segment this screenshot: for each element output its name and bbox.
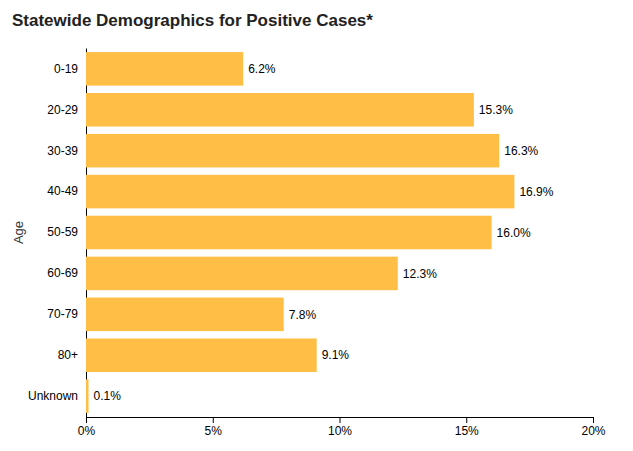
data-label: 7.8% xyxy=(289,308,317,322)
data-labels: 6.2% 15.3% 16.3% 16.9% 16.0% 12.3% 7.8% 9.1% 0.1… xyxy=(94,62,554,403)
y-tick: 60-69 xyxy=(47,266,78,280)
bars xyxy=(86,52,514,413)
y-tick-label: 70-79 xyxy=(47,307,78,321)
y-tick: 30-39 xyxy=(47,144,78,158)
x-tick: 15% xyxy=(455,417,479,438)
y-axis: 0-19 20-29 30-39 40-49 50-59 60-69 70-79 80+ Unk… xyxy=(28,49,87,418)
y-tick: 50-59 xyxy=(47,225,78,239)
bar xyxy=(86,93,474,127)
bar xyxy=(86,338,317,372)
x-tick: 5% xyxy=(205,417,223,438)
y-tick: 70-79 xyxy=(47,307,78,321)
y-tick: 20-29 xyxy=(47,103,78,117)
bar xyxy=(86,379,89,413)
y-tick: 80+ xyxy=(58,348,78,362)
x-tick-label: 5% xyxy=(205,424,223,438)
y-tick-label: 80+ xyxy=(58,348,78,362)
x-tick-mark xyxy=(86,417,87,423)
y-tick-label: 30-39 xyxy=(47,144,78,158)
x-tick-mark xyxy=(593,417,594,423)
y-tick-label: 0-19 xyxy=(54,62,78,76)
data-label: 15.3% xyxy=(479,103,513,117)
x-tick-mark xyxy=(213,417,214,423)
data-label: 16.3% xyxy=(504,144,538,158)
data-label: 12.3% xyxy=(403,267,437,281)
x-tick-label: 20% xyxy=(581,424,605,438)
y-tick-label: 20-29 xyxy=(47,103,78,117)
x-tick-mark xyxy=(466,417,467,423)
bar xyxy=(86,52,243,86)
data-label: 16.0% xyxy=(497,226,531,240)
data-label: 9.1% xyxy=(322,348,350,362)
y-tick: 40-49 xyxy=(47,184,78,198)
bar xyxy=(86,298,284,332)
data-label: 6.2% xyxy=(248,62,276,76)
x-tick: 0% xyxy=(78,417,96,438)
y-tick-label: Unknown xyxy=(28,389,78,403)
bar xyxy=(86,257,398,291)
bar xyxy=(86,216,492,250)
chart: 0% 5% 10% 15% 20% 0-19 20-29 30-39 40-49 50-59 60-… xyxy=(0,0,633,451)
y-tick: 0-19 xyxy=(54,62,78,76)
data-label: 0.1% xyxy=(94,389,122,403)
y-axis-title: Age xyxy=(11,221,26,244)
title: Statewide Demographics for Positive Case… xyxy=(12,11,373,30)
y-tick-label: 50-59 xyxy=(47,225,78,239)
y-tick: Unknown xyxy=(28,389,78,403)
x-tick-label: 10% xyxy=(328,424,352,438)
bar xyxy=(86,134,499,168)
x-tick-label: 15% xyxy=(455,424,479,438)
data-label: 16.9% xyxy=(519,185,553,199)
x-axis-line xyxy=(87,418,594,424)
x-tick-mark xyxy=(340,417,341,423)
x-tick-label: 0% xyxy=(78,424,96,438)
x-tick: 10% xyxy=(328,417,352,438)
x-axis: 0% 5% 10% 15% 20% xyxy=(78,417,606,438)
bar xyxy=(86,175,514,209)
plot: 0% 5% 10% 15% 20% 0-19 20-29 30-39 40-49 50-59 60-… xyxy=(28,49,606,438)
y-tick-label: 60-69 xyxy=(47,266,78,280)
x-tick: 20% xyxy=(581,417,605,438)
y-tick-label: 40-49 xyxy=(47,184,78,198)
